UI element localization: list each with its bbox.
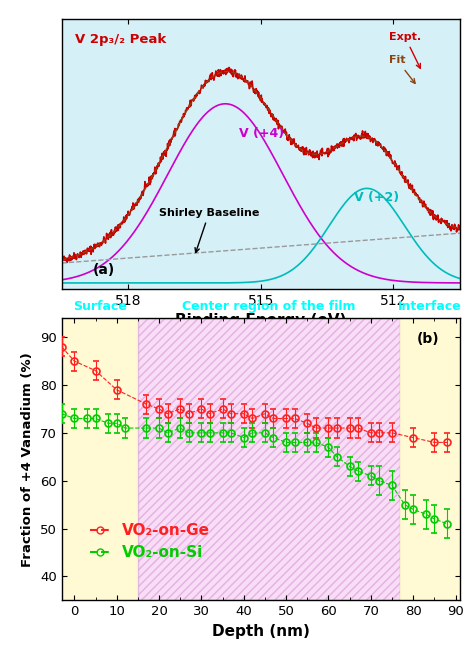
Text: (a): (a) bbox=[92, 263, 115, 277]
Text: Shirley Baseline: Shirley Baseline bbox=[159, 208, 259, 252]
Text: Interface: Interface bbox=[398, 300, 462, 313]
X-axis label: Binding Energy (eV): Binding Energy (eV) bbox=[175, 313, 346, 328]
Text: V (+2): V (+2) bbox=[354, 191, 399, 204]
Text: Center region of the film: Center region of the film bbox=[182, 300, 356, 313]
Text: Surface: Surface bbox=[73, 300, 127, 313]
Text: V 2p₃/₂ Peak: V 2p₃/₂ Peak bbox=[75, 33, 166, 46]
Bar bbox=[62, 318, 138, 600]
Bar bbox=[138, 318, 401, 600]
Bar bbox=[401, 318, 460, 600]
Text: Fit: Fit bbox=[389, 55, 415, 83]
Text: (b): (b) bbox=[417, 332, 440, 346]
Legend: VO₂-on-Ge, VO₂-on-Si: VO₂-on-Ge, VO₂-on-Si bbox=[84, 517, 216, 565]
Text: Expt.: Expt. bbox=[389, 32, 421, 68]
Y-axis label: Fraction of +4 Vanadium (%): Fraction of +4 Vanadium (%) bbox=[21, 352, 34, 567]
X-axis label: Depth (nm): Depth (nm) bbox=[212, 624, 310, 639]
Text: V (+4): V (+4) bbox=[238, 127, 284, 140]
